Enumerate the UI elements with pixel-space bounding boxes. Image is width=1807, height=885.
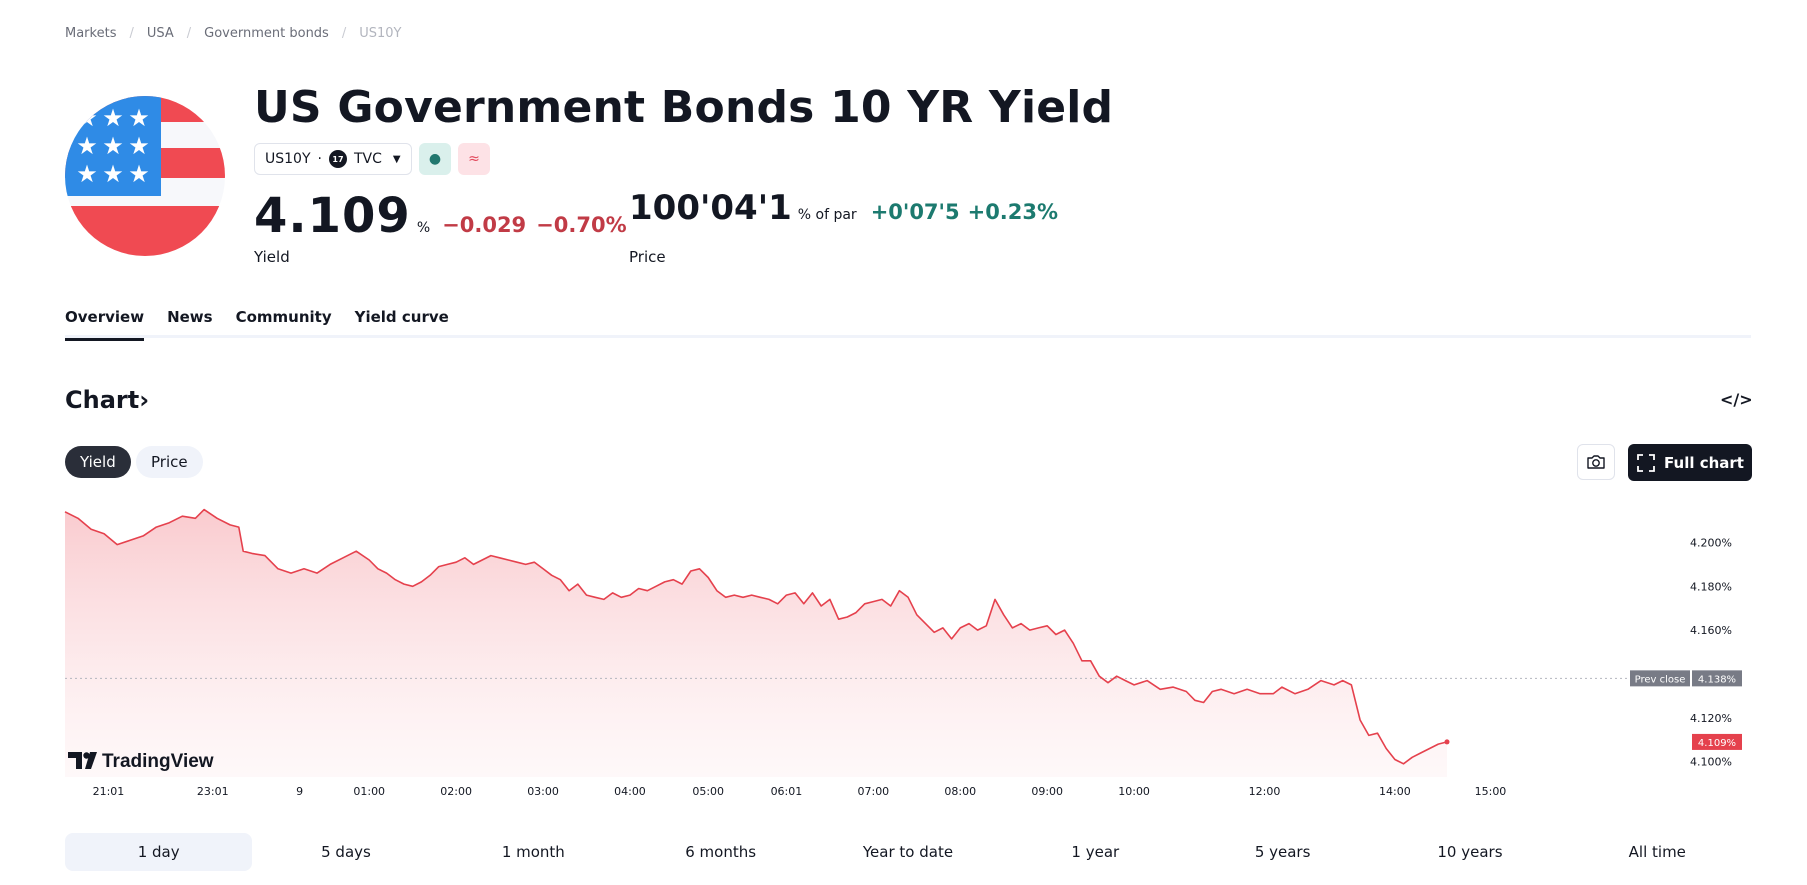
breadcrumb-item-markets[interactable]: Markets bbox=[65, 26, 117, 41]
area-fill bbox=[65, 509, 1447, 777]
x-tick-label: 04:00 bbox=[614, 785, 646, 798]
x-tick-label: 03:00 bbox=[527, 785, 559, 798]
chart-section-link[interactable]: Chart› bbox=[65, 386, 149, 414]
tradingview-wordmark: TradingView bbox=[102, 751, 214, 772]
full-chart-label: Full chart bbox=[1664, 453, 1744, 472]
yield-change-percent: −0.70% bbox=[536, 213, 627, 237]
price-change-percent: +0.23% bbox=[967, 200, 1059, 224]
x-tick-label: 23:01 bbox=[197, 785, 229, 798]
separator-dot: · bbox=[317, 151, 322, 167]
yield-label: Yield bbox=[254, 248, 290, 266]
price-unit: % of par bbox=[797, 207, 857, 223]
x-tick-label: 05:00 bbox=[692, 785, 724, 798]
svg-text:★: ★ bbox=[128, 132, 150, 160]
symbol-exchange-selector[interactable]: US10Y · 17 TVC ▼ bbox=[254, 143, 412, 175]
last-value-label: 4.109% bbox=[1698, 738, 1736, 749]
camera-icon bbox=[1587, 455, 1605, 469]
breadcrumb-separator: / bbox=[129, 26, 134, 41]
range-10-years[interactable]: 10 years bbox=[1437, 843, 1503, 861]
prev-close-value-tag bbox=[1692, 670, 1742, 687]
yield-unit: % bbox=[416, 220, 431, 236]
chevron-down-icon: ▼ bbox=[392, 153, 401, 165]
svg-text:★: ★ bbox=[128, 104, 150, 132]
x-tick-label: 09:00 bbox=[1031, 785, 1063, 798]
range-year-to-date[interactable]: Year to date bbox=[862, 843, 954, 861]
x-tick-label: 21:01 bbox=[93, 785, 125, 798]
market-open-status-icon[interactable]: ● bbox=[419, 143, 451, 175]
time-range-selector: 1 day 5 days 1 month 6 months Year to da… bbox=[65, 833, 1751, 871]
prev-close-tag bbox=[1630, 670, 1690, 687]
us-flag-icon: ★ ★ ★ ★ ★ ★ ★ ★ ★ bbox=[65, 96, 225, 256]
exchange-name: TVC bbox=[353, 151, 382, 167]
page-title: US Government Bonds 10 YR Yield bbox=[254, 82, 1114, 133]
breadcrumb-item-current: US10Y bbox=[359, 26, 402, 41]
svg-text:★: ★ bbox=[128, 160, 150, 188]
price-quote: 100'04'1 % of par +0'07'5 +0.23% bbox=[629, 188, 1058, 228]
x-tick-label: 08:00 bbox=[944, 785, 976, 798]
tab-news[interactable]: News bbox=[167, 308, 213, 326]
chevron-right-icon: › bbox=[139, 386, 150, 414]
chart-section-title: Chart bbox=[65, 386, 140, 414]
svg-text:★: ★ bbox=[76, 132, 98, 160]
svg-text:★: ★ bbox=[76, 160, 98, 188]
full-chart-button[interactable]: Full chart bbox=[1628, 444, 1752, 481]
last-point-marker bbox=[1444, 739, 1450, 745]
tab-community[interactable]: Community bbox=[235, 308, 332, 326]
toggle-yield[interactable]: Yield bbox=[65, 446, 131, 478]
x-tick-label: 9 bbox=[296, 785, 303, 798]
yield-line bbox=[64, 508, 1448, 765]
yield-quote: 4.109 % −0.029 −0.70% bbox=[254, 188, 627, 244]
range-5-years[interactable]: 5 years bbox=[1254, 843, 1311, 861]
x-tick-label: 12:00 bbox=[1249, 785, 1281, 798]
range-1-month[interactable]: 1 month bbox=[501, 843, 565, 861]
breadcrumb-separator: / bbox=[341, 26, 347, 41]
svg-text:★: ★ bbox=[102, 104, 124, 132]
prev-close-label: Prev close bbox=[1635, 674, 1686, 685]
range-5-days[interactable]: 5 days bbox=[321, 843, 371, 861]
tradingview-watermark: TradingView bbox=[68, 751, 214, 772]
screenshot-button[interactable] bbox=[1577, 444, 1615, 480]
range-1-year[interactable]: 1 year bbox=[1071, 843, 1120, 861]
tradingview-logo-icon bbox=[68, 752, 97, 769]
x-tick-label: 07:00 bbox=[857, 785, 889, 798]
yield-value: 4.109 bbox=[254, 188, 411, 244]
y-tick-label: 4.120% bbox=[1690, 712, 1732, 725]
yield-chart[interactable]: 4.100% 4.120% 4.160% 4.180% 4.200% 21:01 23:0… bbox=[0, 495, 1807, 815]
prev-close-value: 4.138% bbox=[1698, 674, 1736, 685]
range-6-months[interactable]: 6 months bbox=[685, 843, 757, 861]
x-tick-label: 15:00 bbox=[1475, 785, 1507, 798]
price-value: 100'04'1 bbox=[629, 188, 792, 228]
delayed-data-icon[interactable]: ≈ bbox=[458, 143, 490, 175]
x-tick-label: 06:01 bbox=[771, 785, 803, 798]
price-change: +0'07'5 bbox=[870, 200, 960, 224]
embed-code-icon[interactable]: </> bbox=[1720, 390, 1753, 409]
breadcrumb-separator: / bbox=[186, 26, 192, 41]
last-value-tag bbox=[1692, 733, 1742, 750]
tab-yield-curve[interactable]: Yield curve bbox=[354, 308, 449, 326]
svg-text:★: ★ bbox=[102, 132, 124, 160]
range-1-day[interactable]: 1 day bbox=[65, 833, 253, 871]
symbol-ticker: US10Y bbox=[265, 151, 311, 167]
y-tick-label: 4.100% bbox=[1690, 756, 1732, 769]
y-tick-label: 4.180% bbox=[1690, 580, 1732, 593]
x-tick-label: 14:00 bbox=[1379, 785, 1411, 798]
x-tick-label: 02:00 bbox=[440, 785, 472, 798]
x-tick-label: 10:00 bbox=[1118, 785, 1150, 798]
y-tick-label: 4.160% bbox=[1690, 624, 1732, 637]
svg-text:★: ★ bbox=[76, 104, 98, 132]
svg-text:★: ★ bbox=[102, 160, 124, 188]
range-all-time[interactable]: All time bbox=[1628, 843, 1686, 861]
breadcrumb: Markets / USA / Government bonds / US10Y bbox=[65, 26, 401, 41]
toggle-price[interactable]: Price bbox=[136, 446, 203, 478]
tab-overview[interactable]: Overview bbox=[65, 308, 145, 341]
breadcrumb-item-usa[interactable]: USA bbox=[146, 26, 174, 41]
section-tabs: Overview News Community Yield curve bbox=[65, 308, 1751, 341]
breadcrumb-item-government-bonds[interactable]: Government bonds bbox=[204, 26, 329, 41]
price-label: Price bbox=[629, 248, 666, 266]
fullscreen-icon bbox=[1637, 453, 1655, 472]
tradingview-logo-icon: 17 bbox=[328, 150, 347, 168]
yield-change: −0.029 bbox=[442, 213, 527, 237]
y-tick-label: 4.200% bbox=[1690, 536, 1732, 549]
x-tick-label: 01:00 bbox=[353, 785, 385, 798]
